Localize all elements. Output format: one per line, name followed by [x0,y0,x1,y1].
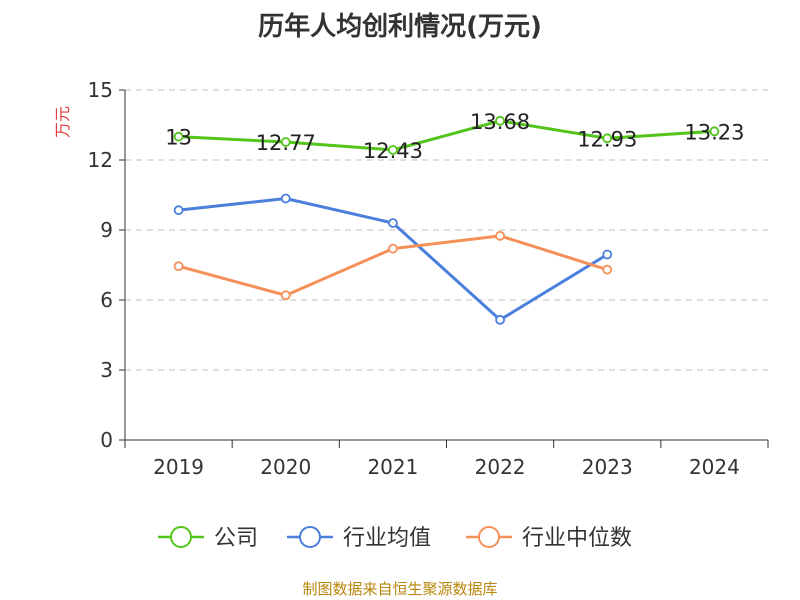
data-point [495,230,505,241]
legend-label: 行业均值 [343,526,431,551]
legend-marker [170,526,192,548]
series-line [178,197,609,322]
data-point [495,314,505,325]
legend-item: 行业中位数 [466,526,632,551]
y-tick-label: 15 [88,78,113,102]
data-point [280,290,291,301]
data-point [495,115,505,126]
x-tick-label: 2019 [153,455,204,479]
series-lines [173,115,720,325]
y-tick-label: 9 [100,218,113,242]
data-point [602,264,613,275]
data-point [173,205,184,216]
legend-item: 行业均值 [287,526,431,551]
data-point [173,131,184,142]
data-label: 13 [165,126,192,150]
data-label: 13.68 [470,110,530,134]
legend-label: 行业中位数 [522,526,632,551]
y-tick-label: 6 [100,288,113,312]
axes: 0 3 6 9 12 15 2019 2020 2021 2022 2023 2024 万元 [53,78,769,479]
data-point [602,249,613,260]
data-point [709,126,720,137]
legend-marker [478,526,500,548]
x-tick-label: 2024 [689,455,740,479]
data-point [388,243,398,254]
legend: 公司 行业均值 行业中位数 [158,526,632,551]
data-point [602,133,613,144]
x-tick-label: 2023 [582,455,633,479]
series-line [178,119,715,152]
source-note: 制图数据来自恒生聚源数据库 [302,580,498,598]
data-label: 12.77 [256,131,316,155]
data-label: 12.43 [363,139,423,163]
data-point [280,193,291,204]
data-label: 13.23 [684,120,744,144]
chart-title: 历年人均创利情况(万元) [258,12,542,42]
y-tick-label: 12 [88,148,113,172]
y-tick-label: 3 [100,358,113,382]
data-point [388,145,398,155]
data-point [388,218,398,228]
data-point [280,137,291,147]
grid-lines [125,89,768,371]
data-point [173,261,184,272]
x-tick-label: 2021 [367,455,418,479]
y-axis-label: 万元 [53,106,72,138]
legend-marker [299,526,321,548]
legend-label: 公司 [214,526,258,551]
x-tick-label: 2020 [260,455,311,479]
y-tick-label: 0 [100,428,113,452]
data-label: 12.93 [577,127,637,151]
data-labels: 13 12.77 12.43 13.68 12.93 13.23 [165,110,744,163]
x-tick-label: 2022 [475,455,526,479]
legend-item: 公司 [158,526,258,551]
